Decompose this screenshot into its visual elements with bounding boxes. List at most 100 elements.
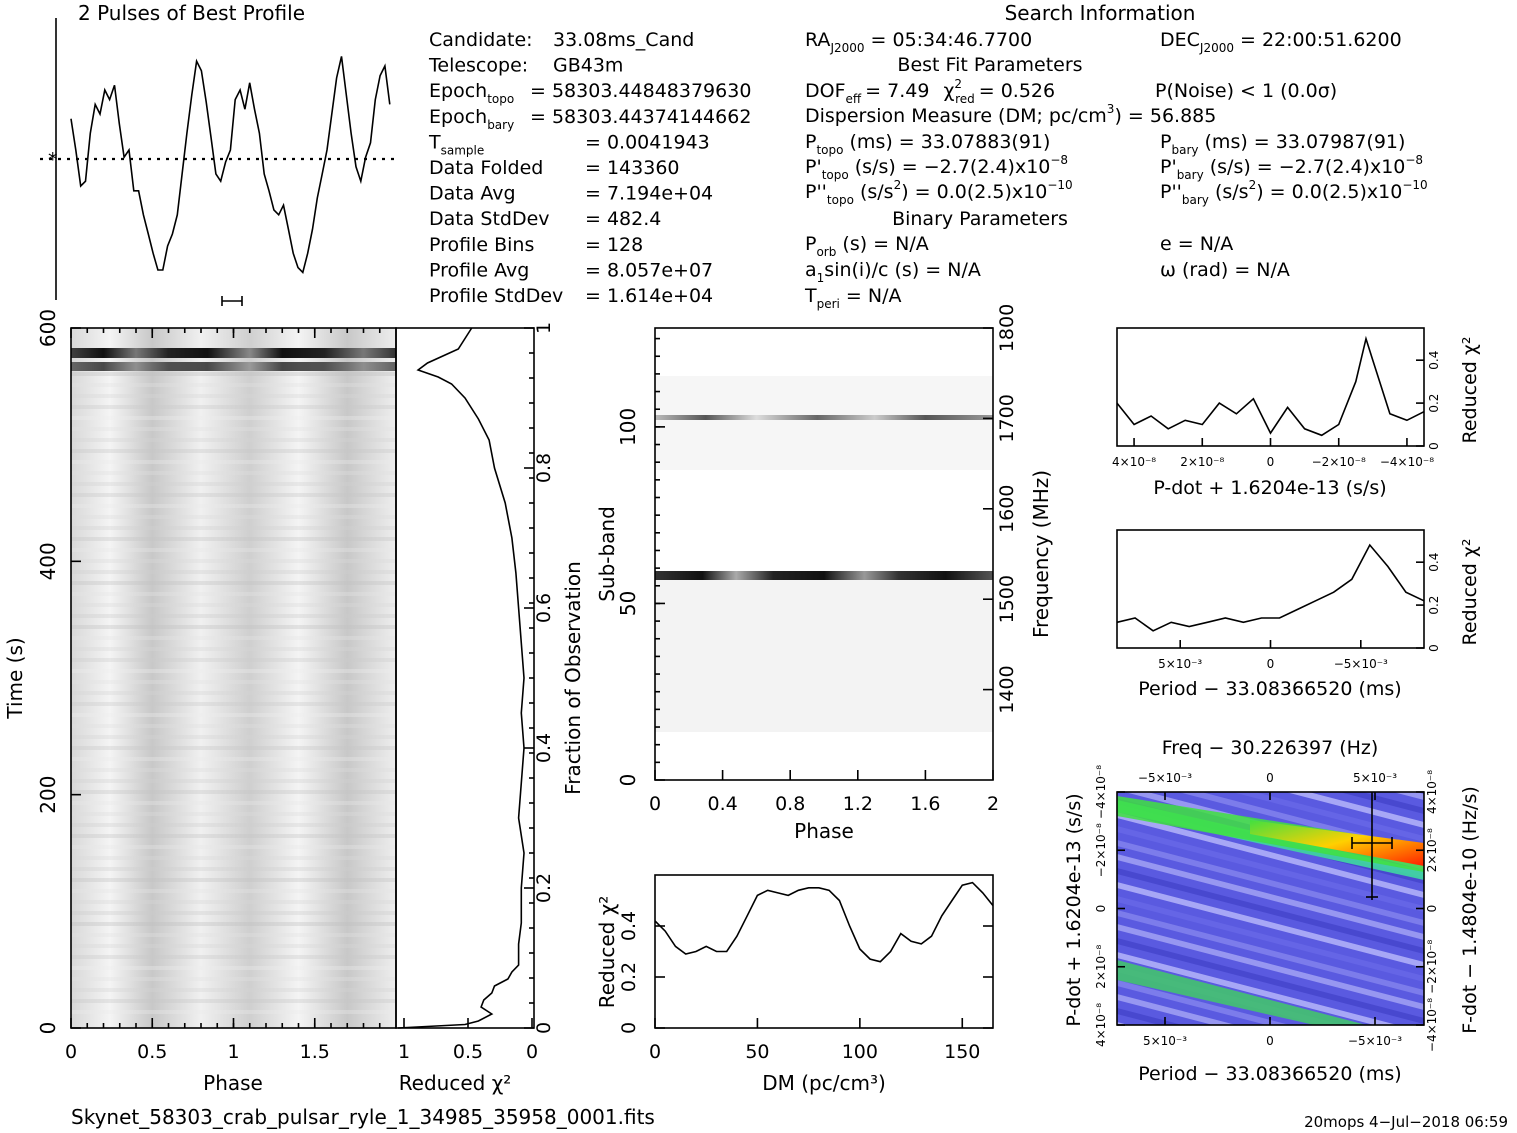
tick-label: 0: [526, 1041, 538, 1063]
p-pdot-stripe: [1117, 910, 1424, 996]
p-pdot-stripe: [1339, 792, 1424, 814]
time-phase-row: [71, 878, 396, 882]
chi2-pdot-frame: [1116, 327, 1425, 447]
info-row: Data StdDev = 482.4: [429, 208, 661, 230]
pdot-topo: P'topo (s/s) = −2.7(2.4)x10−8: [805, 153, 1068, 182]
tick-label: 100: [842, 1041, 878, 1063]
chi2-pdot-panel: 4×10⁻⁸ 2×10⁻⁸ 0 −2×10⁻⁸ −4×10⁻⁸ 0 0.2 0.4 P-dot…: [1112, 327, 1481, 499]
tick-label: 0: [1427, 644, 1441, 652]
time-phase-row: [71, 922, 396, 926]
chi2-period-axes: 5×10⁻³ 0 −5×10⁻³ 0 0.2 0.4: [1158, 553, 1441, 671]
tick-label: 1500: [996, 575, 1018, 623]
tick-label: 0.2: [618, 962, 640, 992]
tick-label: 1600: [996, 485, 1018, 533]
asini-line: a1sin(i)/c (s) = N/A: [805, 259, 981, 285]
chi2-dm-frame: [654, 874, 994, 1029]
time-phase-row: [71, 372, 396, 376]
profile-title: 2 Pulses of Best Profile: [78, 1, 305, 25]
p-pdot-stripe: [1117, 826, 1424, 912]
time-phase-row: [71, 1010, 396, 1014]
time-phase-row: [71, 856, 396, 860]
tick-label: 0.4: [1427, 553, 1441, 572]
dec-line: DECJ2000 = 22:00:51.6200: [1160, 29, 1402, 55]
time-phase-row: [71, 900, 396, 904]
info-row: Profile Bins = 128: [429, 234, 643, 256]
p-pdot-ylabel: P-dot + 1.6204e-13 (s/s): [1063, 793, 1085, 1026]
time-phase-row: [71, 779, 396, 783]
chi2-pdot-ylabel: Reduced χ²: [1459, 337, 1481, 444]
subband-lower-noise: [655, 580, 993, 732]
info-row: Tsample = 0.0041943: [428, 131, 710, 157]
p-pdot-heatmap: [1117, 792, 1424, 1025]
p-pdot-stripe: [1393, 792, 1424, 800]
chi2-period-xlabel: Period − 33.08366520 (ms): [1138, 678, 1401, 700]
p-bary: Pbary (ms) = 33.07987(91): [1160, 131, 1405, 157]
profile-curve: [70, 56, 391, 274]
chi2-time-ylabel: Fraction of Observation: [561, 561, 585, 795]
time-phase-row: [71, 526, 396, 530]
p-pdot-stripe: [1117, 868, 1424, 954]
tperi-line: Tperi = N/A: [804, 285, 902, 311]
chi2-time-axes: 1 0.5 0 0 0.2 0.4 0.6 0.8 1: [398, 322, 555, 1063]
time-phase-row: [71, 603, 396, 607]
tick-label: 1400: [996, 665, 1018, 713]
tick-label: 1800: [996, 304, 1018, 352]
time-phase-row: [71, 471, 396, 475]
time-phase-row: [71, 405, 396, 409]
time-phase-row: [71, 757, 396, 761]
p-pdot-ridge-low: [1117, 960, 1367, 1025]
profile-baseline-marker: *: [48, 149, 58, 171]
time-phase-row: [71, 691, 396, 695]
search-info-title: Search Information: [1005, 1, 1196, 25]
tick-label: 0.2: [1427, 596, 1441, 615]
tick-label: 4×10⁻⁸: [1425, 770, 1439, 814]
subband-frame: [654, 327, 994, 781]
tick-label: 2×10⁻⁸: [1180, 455, 1224, 469]
time-phase-row: [71, 680, 396, 684]
candidate-info: Candidate: 33.08ms_Cand Telescope: GB43m Epo…: [428, 29, 751, 307]
chi2-period-frame: [1116, 529, 1425, 649]
tick-label: 0: [649, 793, 661, 815]
tick-label: 0.2: [533, 873, 555, 903]
p-pdot-stripe: [1117, 882, 1424, 968]
time-phase-row: [71, 801, 396, 805]
tick-label: 5×10⁻³: [1143, 1034, 1187, 1048]
footer-stamp: 20mops 4−Jul−2018 06:59: [1304, 1113, 1508, 1131]
tick-label: 0.5: [453, 1041, 483, 1063]
time-phase-row: [71, 812, 396, 816]
tick-label: 0.2: [1427, 394, 1441, 413]
p-pdot-title: Freq − 30.226397 (Hz): [1162, 737, 1379, 759]
chi2-pdot-curve: [1116, 335, 1425, 437]
info-row: Telescope: GB43m: [428, 55, 623, 77]
time-phase-row: [71, 383, 396, 387]
info-row: Profile Avg = 8.057e+07: [429, 259, 713, 281]
tick-label: 0: [36, 1022, 60, 1035]
time-phase-row: [71, 944, 396, 948]
info-row: Epochtopo = 58303.44848379630: [429, 80, 751, 106]
time-phase-row: [71, 493, 396, 497]
tick-label: −2×10⁻⁸: [1094, 823, 1108, 877]
omega-line: ω (rad) = N/A: [1160, 259, 1290, 281]
time-phase-row: [71, 724, 396, 728]
info-row: Candidate: 33.08ms_Cand: [429, 29, 694, 51]
tick-label: 5×10⁻³: [1353, 771, 1397, 785]
p-pdot-y2label: F-dot − 1.4804e-10 (Hz/s): [1459, 786, 1481, 1034]
info-row: Data Folded = 143360: [429, 157, 680, 179]
time-phase-row: [71, 394, 396, 398]
subband-ylabel: Sub-band: [595, 506, 619, 602]
tick-label: −4×10⁻⁸: [1094, 765, 1108, 819]
p-pdot-hotspot: [1250, 820, 1424, 866]
subband-y2label: Frequency (MHz): [1029, 470, 1053, 638]
time-phase-row: [71, 537, 396, 541]
time-phase-row: [71, 834, 396, 838]
p-pdot-xlabel: Period − 33.08366520 (ms): [1138, 1063, 1401, 1085]
p-pdot-stripe: [1117, 854, 1424, 940]
time-phase-heatmap: [71, 328, 396, 1028]
time-phase-row: [71, 735, 396, 739]
time-phase-xlabel: Phase: [203, 1071, 263, 1095]
ra-line: RAJ2000 = 05:34:46.7700: [805, 29, 1032, 55]
time-phase-row: [71, 889, 396, 893]
p-pdot-stripe: [1117, 924, 1424, 1010]
p-pdot-stripe: [1117, 812, 1424, 898]
